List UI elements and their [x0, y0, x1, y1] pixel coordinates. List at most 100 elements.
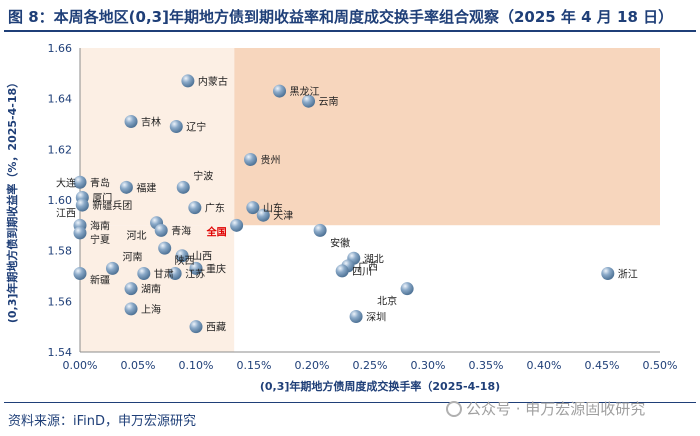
x-tick-label: 0.00%: [63, 359, 98, 372]
data-point: [124, 302, 138, 316]
data-points: [73, 74, 615, 334]
point-label: 广西: [358, 261, 378, 273]
x-tick-label: 0.35%: [469, 359, 504, 372]
y-tick-label: 1.66: [48, 42, 73, 55]
point-label: 贵州: [261, 153, 281, 166]
point-label: 四川: [352, 267, 372, 278]
point-label: 宁波: [193, 169, 213, 182]
source-note: 资料来源：iFinD，申万宏源研究: [8, 414, 197, 429]
point-label: 云南: [319, 95, 339, 108]
x-axis-title: (0,3]年期地方债周度成交换手率（2025-4-18): [260, 379, 500, 393]
data-point: [273, 84, 287, 98]
data-point: [169, 120, 183, 134]
watermark-text: 公众号 · 申万宏源固收研究: [466, 400, 646, 418]
point-label: 重庆: [206, 262, 226, 275]
point-label: 山西: [192, 251, 212, 263]
data-point: [124, 282, 138, 296]
x-tick-label: 0.20%: [295, 359, 330, 372]
point-label: 浙江: [618, 268, 638, 280]
point-label: 天津: [273, 210, 293, 222]
data-point: [175, 249, 189, 263]
data-point: [230, 218, 244, 232]
point-label: 海南: [90, 219, 110, 232]
data-point: [188, 201, 202, 215]
data-point: [400, 282, 414, 296]
quadrant-bottom-right: [234, 225, 660, 352]
x-tick-label: 0.40%: [527, 359, 562, 372]
point-label: 厦门: [92, 191, 112, 204]
data-point: [256, 208, 270, 222]
y-tick-label: 1.60: [48, 194, 73, 207]
point-label: 北京: [377, 295, 397, 308]
data-point: [189, 261, 203, 275]
data-point: [119, 180, 133, 194]
point-label: 新疆兵团: [92, 199, 132, 212]
point-label: 湖北: [364, 253, 384, 265]
point-label: 上海: [141, 303, 161, 316]
x-tick-label: 0.05%: [121, 359, 156, 372]
point-label: 河北: [127, 230, 147, 242]
y-tick-label: 1.62: [48, 143, 73, 156]
y-tick-label: 1.54: [48, 346, 73, 359]
y-tick-label: 1.58: [48, 245, 73, 258]
point-label: 大连: [56, 176, 76, 189]
data-point: [313, 223, 327, 237]
wechat-icon: [446, 401, 462, 417]
data-point: [124, 114, 138, 128]
x-tick-label: 0.25%: [353, 359, 388, 372]
data-point: [244, 152, 258, 166]
point-label: 山东: [263, 202, 283, 215]
data-point: [75, 198, 89, 212]
data-point: [349, 310, 363, 324]
point-label: 江苏: [185, 267, 205, 280]
point-label: 甘肃: [154, 267, 174, 280]
data-point: [73, 226, 87, 240]
quadrant-top-left: [80, 48, 235, 226]
data-point: [176, 180, 190, 194]
y-axis-title: (0,3]年期地方债到期收益率（%，2025-4-18）: [5, 77, 19, 323]
point-label: 辽宁: [186, 121, 206, 134]
y-tick-label: 1.64: [48, 93, 73, 106]
data-point: [137, 266, 151, 280]
point-label: 深圳: [366, 312, 386, 324]
point-label: 广东: [205, 202, 225, 215]
title-divider: [4, 30, 696, 32]
quadrant-bottom-left: [80, 225, 235, 352]
data-point: [158, 241, 172, 255]
point-label: 江西: [56, 208, 76, 220]
figure-title: 图 8：本周各地区(0,3]年期地方债到期收益率和周度成交换手率组合观察（202…: [8, 8, 674, 26]
y-tick-label: 1.56: [48, 295, 73, 308]
point-label: 青海: [171, 224, 191, 237]
point-label: 河南: [122, 250, 142, 263]
point-label: 安徽: [330, 236, 350, 249]
point-label: 宁夏: [90, 233, 110, 246]
x-tick-label: 0.15%: [237, 359, 272, 372]
data-point: [302, 94, 316, 108]
scatter-chart: 0.00% 0.05% 0.10% 0.15% 0.20% 0.25% 0.30% 0.35%…: [5, 42, 678, 393]
data-point: [189, 320, 203, 334]
point-label: 全国: [206, 225, 227, 238]
data-point: [154, 223, 168, 237]
data-point: [246, 201, 260, 215]
source-divider: [4, 402, 696, 403]
point-label: 新疆: [90, 273, 110, 286]
axes: 0.00% 0.05% 0.10% 0.15% 0.20% 0.25% 0.30% 0.35%…: [48, 42, 678, 372]
data-point: [73, 266, 87, 280]
quadrant-top-right: [234, 48, 660, 226]
data-point: [73, 175, 87, 189]
point-label: 福建: [136, 181, 156, 194]
data-point: [335, 264, 349, 278]
data-point: [105, 261, 119, 275]
data-point: [601, 266, 615, 280]
point-label: 吉林: [141, 115, 161, 128]
point-label: 西藏: [206, 322, 226, 334]
quadrant-backgrounds: [80, 48, 660, 352]
x-tick-label: 0.10%: [179, 359, 214, 372]
data-point: [168, 266, 182, 280]
point-label: 内蒙古: [198, 75, 228, 88]
point-label: 陕西: [175, 254, 195, 267]
point-label: 黑龙江: [290, 85, 320, 98]
x-tick-label: 0.30%: [411, 359, 446, 372]
watermark: 公众号 · 申万宏源固收研究: [446, 398, 645, 419]
